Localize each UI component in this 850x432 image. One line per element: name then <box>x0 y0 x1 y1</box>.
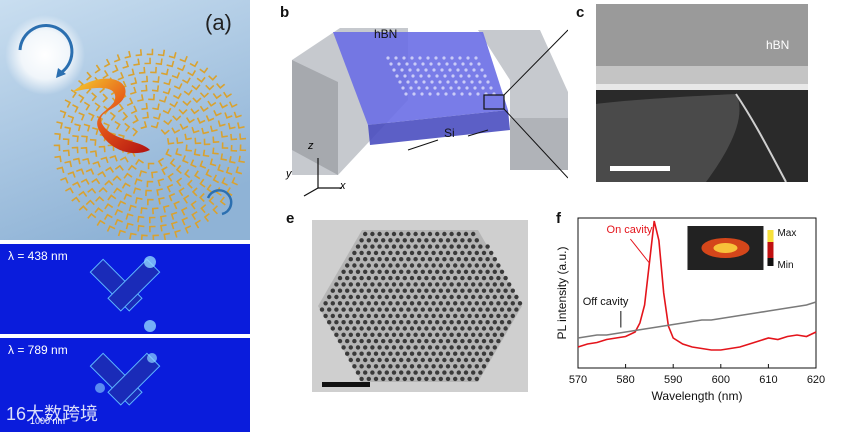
x-tick-label: 620 <box>807 374 825 386</box>
colorbar-max-label: Max <box>777 228 796 239</box>
panel-a: (a) <box>0 0 250 242</box>
y-axis-label: PL intensity (a.u.) <box>555 247 569 340</box>
series-line-on-cavity <box>577 220 817 351</box>
axis-x-label: x <box>340 180 346 192</box>
panel-e: e <box>278 206 548 406</box>
panel-a-illustration <box>0 0 250 242</box>
colorbar-min-label: Min <box>777 260 793 271</box>
annotation-off-cavity: Off cavity <box>583 296 629 308</box>
field-map-789-label: λ = 789 nm <box>8 343 68 357</box>
x-tick-label: 590 <box>664 374 682 386</box>
small-rotation-arrow-icon <box>206 189 233 216</box>
x-axis-label: Wavelength (nm) <box>652 389 743 403</box>
x-tick-label: 580 <box>616 374 634 386</box>
panel-c: c hBN <box>568 0 850 200</box>
annotation-on-cavity: On cavity <box>607 224 653 236</box>
field-map-438: λ = 438 nm <box>0 244 250 334</box>
series-line-off-cavity <box>577 301 817 339</box>
chiral-nanostructure-spiral <box>53 48 247 242</box>
watermark: 16大数跨境 <box>6 400 98 426</box>
inset-colorbar <box>767 230 774 266</box>
panel-a-label: (a) <box>205 10 232 35</box>
watermark-text: 大数跨境 <box>26 404 99 424</box>
helix-beam <box>72 78 150 154</box>
hbn-label-c: hBN <box>766 38 790 52</box>
plot-frame <box>577 217 817 369</box>
panel-b: b hBN Si z y x <box>278 0 569 200</box>
panel-e-label: e <box>286 210 295 227</box>
panel-c-label: c <box>576 4 585 21</box>
x-tick-label: 570 <box>569 374 587 386</box>
hbn-label-b: hBN <box>374 27 398 41</box>
pl-spectrum-chart: 570 580 590 600 610 620 Wavelength (nm) PL inte… <box>555 217 825 403</box>
hbn-membrane <box>333 32 508 125</box>
si-label: Si <box>444 126 455 140</box>
rotation-arrow-icon <box>18 24 74 74</box>
panel-f: f 570 580 590 600 610 620 Wavelength (nm) PL in… <box>548 206 850 432</box>
x-tick-label: 610 <box>759 374 777 386</box>
x-tick-label: 600 <box>712 374 730 386</box>
axis-z-label: z <box>308 140 314 152</box>
scale-bar-c <box>610 166 670 171</box>
sem-photonic-crystal <box>312 220 528 392</box>
panel-f-label: f <box>556 210 561 227</box>
scale-bar-label-a: 1000 nm <box>30 416 66 426</box>
panel-b-label: b <box>280 4 290 21</box>
zoom-box <box>483 94 505 110</box>
axis-y-label: y <box>286 168 292 180</box>
field-map-438-label: λ = 438 nm <box>8 249 68 263</box>
field-map-789: λ = 789 nm 16大数跨境 1000 nm <box>0 338 250 432</box>
photonic-crystal-holes <box>386 56 496 96</box>
scale-bar-e <box>322 382 370 387</box>
sem-cross-section <box>596 4 808 182</box>
panel-b-device <box>292 28 569 197</box>
watermark-prefix: 16 <box>6 404 27 424</box>
